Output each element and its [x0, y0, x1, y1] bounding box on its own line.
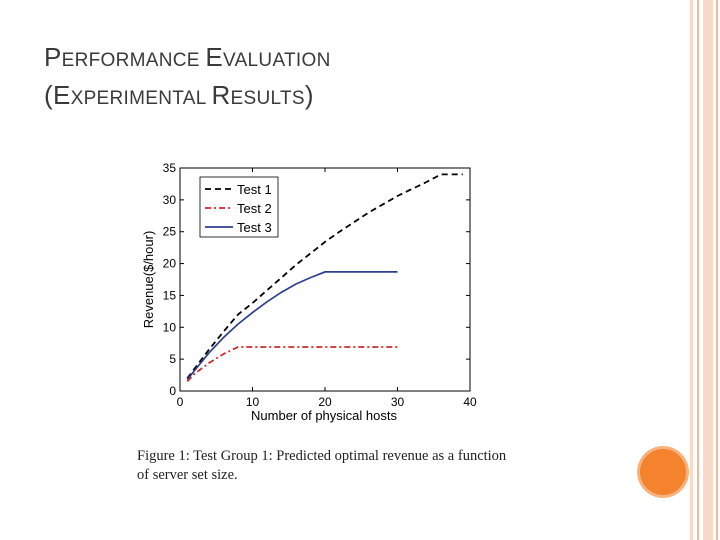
- legend-label: Test 1: [237, 182, 272, 197]
- accent-circle: [640, 449, 686, 495]
- y-tick-label: 5: [169, 352, 176, 366]
- title-word: VALUATION: [223, 50, 331, 71]
- y-tick-label: 0: [169, 384, 176, 398]
- y-axis-label: Revenue($/hour): [141, 231, 156, 329]
- y-tick-label: 35: [163, 161, 177, 175]
- y-tick-label: 10: [163, 320, 177, 334]
- caption-line: of server set size.: [137, 467, 238, 483]
- series-line-test-1: [186, 173, 463, 379]
- title-initial: R: [211, 80, 231, 110]
- slide-title: PERFORMANCE EVALUATION (EXPERIMENTAL RES…: [44, 40, 604, 116]
- x-axis-label: Number of physical hosts: [251, 408, 397, 423]
- y-tick-label: 20: [163, 257, 177, 271]
- decorative-stripe: [716, 0, 718, 540]
- y-tick-label: 25: [163, 225, 177, 239]
- x-tick-label: 10: [246, 395, 260, 409]
- y-tick-label: 30: [163, 193, 177, 207]
- legend-label: Test 3: [237, 220, 272, 235]
- title-initial: (E: [44, 80, 71, 110]
- title-initial: P: [44, 42, 62, 72]
- slide-title-line2: (EXPERIMENTAL RESULTS): [44, 78, 604, 116]
- title-word: ESULTS: [230, 88, 305, 109]
- title-initial: ): [304, 80, 314, 110]
- decorative-stripe: [697, 0, 699, 540]
- slide-title-line1: PERFORMANCE EVALUATION: [44, 40, 604, 78]
- x-tick-label: 40: [463, 395, 477, 409]
- series-line-test-2: [186, 346, 398, 383]
- decorative-stripe: [690, 0, 693, 540]
- title-word: XPERIMENTAL: [70, 88, 212, 109]
- series-line-test-3: [186, 271, 398, 381]
- caption-line: Figure 1: Test Group 1: Predicted optima…: [137, 448, 507, 464]
- legend-label: Test 2: [237, 201, 272, 216]
- y-tick-label: 15: [163, 288, 177, 302]
- x-tick-label: 0: [177, 395, 184, 409]
- figure-caption: Figure 1: Test Group 1: Predicted optima…: [137, 447, 557, 485]
- title-word: ERFORMANCE: [61, 50, 206, 71]
- x-tick-label: 30: [391, 395, 405, 409]
- x-tick-label: 20: [318, 395, 332, 409]
- title-initial: E: [205, 42, 224, 72]
- decorative-stripe: [703, 0, 713, 540]
